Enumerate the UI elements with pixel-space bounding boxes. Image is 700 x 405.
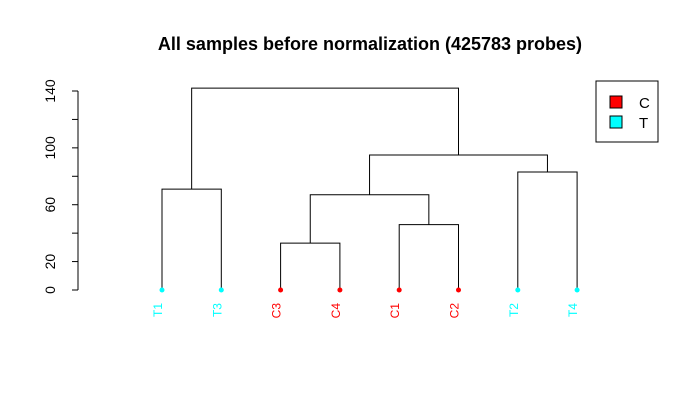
leaf-point [337, 287, 343, 293]
legend-box [595, 80, 659, 143]
y-tick-label: 60 [42, 197, 58, 213]
y-tick-label: 20 [42, 254, 58, 270]
leaf-point [218, 287, 224, 293]
leaf-label: C3 [270, 303, 284, 319]
leaf-point [159, 287, 165, 293]
y-axis: 0 20 60 100 140 [42, 79, 79, 294]
legend-swatch-c [609, 95, 623, 109]
merge-link [191, 87, 459, 190]
leaf-point [278, 287, 284, 293]
legend-label-t: T [639, 115, 648, 132]
y-tick-label: 0 [42, 286, 58, 294]
leaf-point [574, 287, 580, 293]
dendrogram-leaves: T1 T3 C3 C4 C1 C2 T2 T4 [151, 287, 580, 319]
leaf-point [456, 287, 461, 293]
y-tick-label: 100 [42, 136, 58, 160]
legend-swatch-t [609, 115, 623, 129]
leaf-point [515, 287, 521, 293]
merge-link [398, 224, 459, 290]
leaf-label: C1 [388, 303, 402, 319]
leaf-label: T3 [210, 303, 224, 317]
leaf-point [396, 287, 402, 293]
leaf-label: C4 [329, 303, 343, 319]
legend-label-c: C [639, 95, 650, 112]
merge-link [161, 188, 222, 290]
dendrogram-tree [161, 87, 578, 290]
legend: C T [595, 80, 659, 143]
leaf-label: T2 [507, 303, 521, 317]
leaf-label: T4 [566, 303, 580, 317]
y-tick-label: 140 [42, 79, 58, 103]
merge-link [309, 194, 430, 244]
merge-link [280, 242, 341, 290]
leaf-label: C2 [448, 303, 462, 319]
leaf-label: T1 [151, 303, 165, 317]
chart-title: All samples before normalization (425783… [158, 34, 582, 54]
merge-link [517, 171, 578, 290]
merge-link [369, 154, 548, 195]
